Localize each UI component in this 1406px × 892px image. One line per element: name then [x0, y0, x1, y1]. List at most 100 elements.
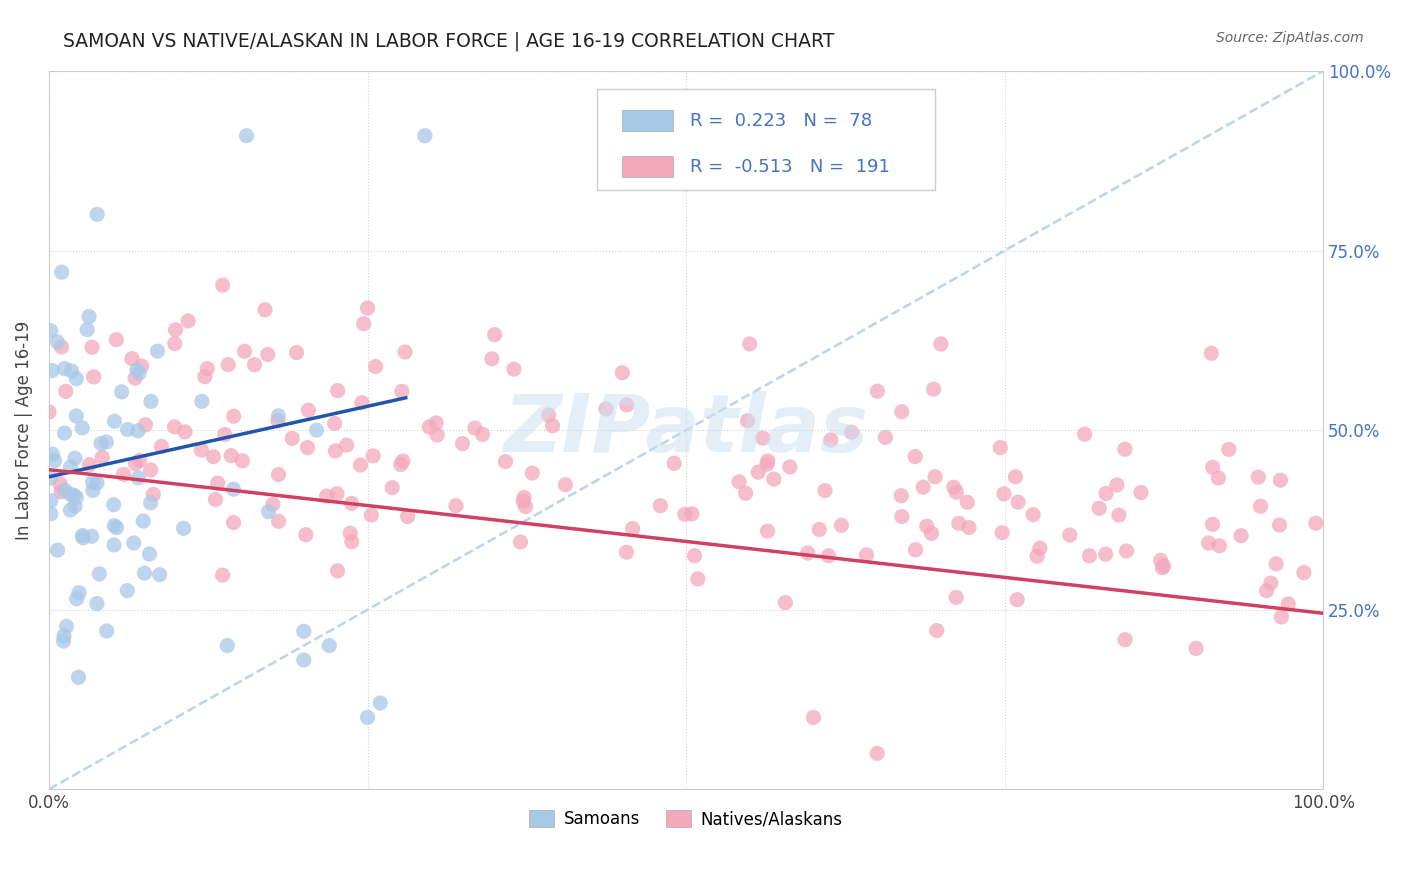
Point [1208, 539, 1230, 553]
Point [243, 358, 266, 372]
Point [127, 424, 149, 438]
Point [1149, 553, 1171, 567]
Point [413, 128, 436, 143]
Point [515, 500, 537, 514]
Point [451, 436, 474, 450]
Point [924, 470, 946, 484]
Point [138, 547, 160, 561]
Point [1305, 516, 1327, 531]
Point [340, 496, 363, 510]
Point [756, 524, 779, 538]
Point [39, 507, 62, 521]
Text: SAMOAN VS NATIVE/ALASKAN IN LABOR FORCE | AGE 16-19 CORRELATION CHART: SAMOAN VS NATIVE/ALASKAN IN LABOR FORCE … [63, 31, 835, 51]
Point [295, 527, 318, 541]
Point [55, 619, 77, 633]
Point [349, 458, 371, 472]
Bar [623, 156, 673, 178]
Point [190, 442, 212, 457]
Point [72, 531, 94, 545]
Point [195, 361, 218, 376]
Point [1201, 517, 1223, 532]
Point [267, 467, 290, 482]
Point [728, 475, 751, 489]
Point [1094, 547, 1116, 561]
Point [820, 433, 842, 447]
Point [285, 345, 308, 359]
Point [211, 278, 233, 293]
Point [163, 336, 186, 351]
Point [63, 451, 86, 466]
Point [39, 493, 62, 508]
Point [929, 337, 952, 351]
Point [139, 496, 162, 510]
Point [163, 420, 186, 434]
Point [86, 207, 108, 221]
Point [922, 382, 945, 396]
Point [117, 422, 139, 436]
Point [336, 438, 359, 452]
Point [173, 521, 195, 535]
Point [63, 488, 86, 502]
Point [281, 431, 304, 445]
FancyBboxPatch shape [598, 89, 935, 190]
Text: R =  -0.513   N =  191: R = -0.513 N = 191 [690, 158, 890, 176]
Point [991, 525, 1014, 540]
Point [202, 450, 225, 464]
Point [134, 566, 156, 581]
Point [194, 369, 217, 384]
Point [512, 494, 534, 508]
Point [256, 347, 278, 361]
Point [44, 453, 66, 467]
Point [222, 482, 245, 496]
Point [803, 710, 825, 724]
Point [91, 450, 114, 465]
Point [233, 344, 256, 359]
Point [830, 518, 852, 533]
Point [146, 344, 169, 359]
Point [1218, 442, 1240, 457]
Point [495, 454, 517, 468]
Point [326, 384, 349, 398]
Point [89, 566, 111, 581]
Point [86, 475, 108, 490]
Point [396, 509, 419, 524]
Point [72, 421, 94, 435]
Point [1108, 508, 1130, 523]
Point [139, 463, 162, 477]
Point [956, 495, 979, 509]
Point [105, 520, 128, 534]
Point [214, 427, 236, 442]
Point [866, 747, 889, 761]
Point [444, 499, 467, 513]
Point [915, 519, 938, 533]
Point [150, 439, 173, 453]
Point [49, 476, 72, 491]
Point [339, 526, 361, 541]
Point [1185, 641, 1208, 656]
Point [53, 361, 76, 376]
Point [356, 710, 378, 724]
Point [96, 434, 118, 449]
Point [117, 583, 139, 598]
Point [323, 417, 346, 431]
Point [267, 414, 290, 428]
Point [165, 323, 187, 337]
Point [52, 629, 75, 643]
Point [841, 425, 863, 440]
Bar [623, 110, 673, 131]
Point [737, 414, 759, 428]
Point [389, 458, 412, 472]
Point [418, 420, 440, 434]
Point [1004, 470, 1026, 484]
Point [235, 128, 257, 143]
Point [904, 450, 927, 464]
Point [1260, 576, 1282, 591]
Point [616, 398, 638, 412]
Point [121, 351, 143, 366]
Point [890, 489, 912, 503]
Point [756, 457, 779, 471]
Point [1198, 536, 1220, 550]
Point [1007, 495, 1029, 509]
Point [1292, 566, 1315, 580]
Point [890, 405, 912, 419]
